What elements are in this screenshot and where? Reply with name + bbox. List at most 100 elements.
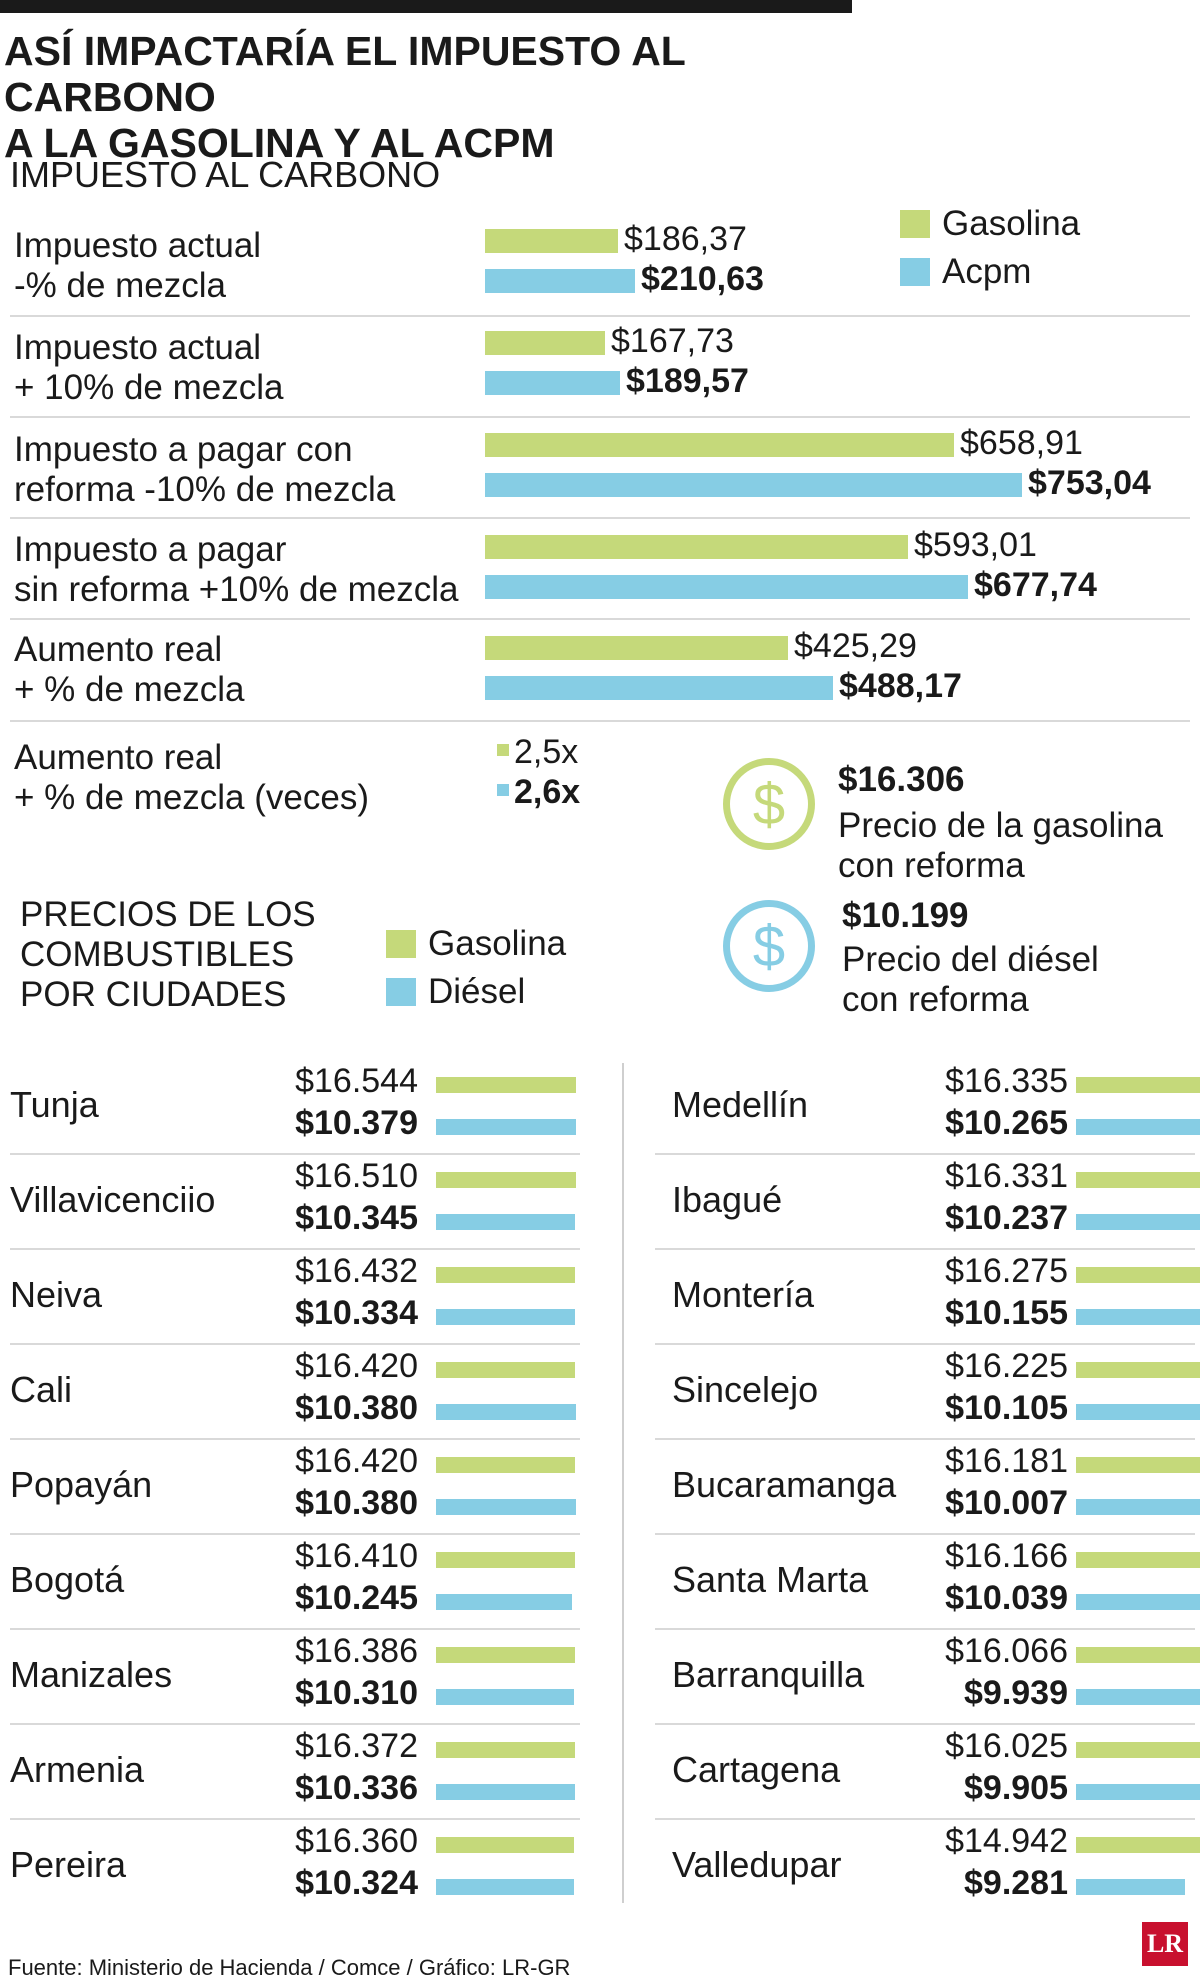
city-gas-bar <box>1076 1837 1200 1853</box>
row-divider <box>10 720 1190 722</box>
bar-acpm <box>485 371 620 395</box>
city-gas-bar <box>436 1457 575 1473</box>
city-name: Bogotá <box>10 1559 125 1600</box>
city-diesel-value: $10.324 <box>295 1864 418 1902</box>
legend-acpm-swatch <box>900 258 930 286</box>
city-gas-bar <box>436 1647 575 1663</box>
city-name: Tunja <box>10 1084 99 1125</box>
price-diesel-value: $10.199 <box>842 896 969 935</box>
city-gas-bar <box>1076 1267 1200 1283</box>
dollar-coin-icon: $ <box>723 758 815 850</box>
city-diesel-value: $9.281 <box>964 1864 1068 1902</box>
city-row-divider <box>655 1628 1195 1630</box>
city-diesel-bar <box>1076 1309 1200 1325</box>
title-line-2: A LA GASOLINA Y AL ACPM <box>4 120 555 166</box>
city-row-divider <box>655 1343 1195 1345</box>
city-diesel-bar <box>1076 1214 1200 1230</box>
city-row-divider <box>655 1723 1195 1725</box>
row-label-line2: + 10% de mezcla <box>14 368 284 407</box>
bar-acpm-label: $210,63 <box>641 260 764 298</box>
lr-logo: LR <box>1142 1922 1188 1966</box>
bar-acpm <box>485 676 833 700</box>
city-diesel-value: $10.334 <box>295 1294 418 1332</box>
legend-diesel-label: Diésel <box>428 972 526 1011</box>
city-row-divider <box>10 1153 580 1155</box>
title-line-1: ASÍ IMPACTARÍA EL IMPUESTO AL CARBONO <box>4 28 686 120</box>
legend-gasolina-swatch <box>900 210 930 238</box>
city-name: Neiva <box>10 1274 103 1315</box>
city-gas-value: $16.544 <box>295 1062 418 1100</box>
city-diesel-value: $10.007 <box>945 1484 1068 1522</box>
city-gas-bar <box>1076 1362 1200 1378</box>
bar-gasolina <box>485 636 788 660</box>
bar-acpm <box>485 575 968 599</box>
city-diesel-bar <box>1076 1499 1200 1515</box>
row-divider <box>10 315 1190 317</box>
city-diesel-bar <box>1076 1879 1185 1895</box>
city-name: Sincelejo <box>672 1369 819 1410</box>
row-divider <box>10 416 1190 418</box>
row-label-veces: Aumento real + % de mezcla (veces) <box>14 738 484 818</box>
city-gas-value: $16.275 <box>945 1252 1068 1290</box>
city-gas-bar <box>1076 1077 1200 1093</box>
city-diesel-bar <box>436 1119 576 1135</box>
city-gas-bar <box>436 1552 575 1568</box>
city-row-divider <box>10 1723 580 1725</box>
city-diesel-value: $10.380 <box>295 1389 418 1427</box>
city-row-divider <box>655 1153 1195 1155</box>
bar-gasolina <box>485 229 618 253</box>
row-label-line2: + % de mezcla (veces) <box>14 778 369 817</box>
city-gas-value: $16.181 <box>945 1442 1068 1480</box>
city-gas-value: $16.432 <box>295 1252 418 1290</box>
city-diesel-bar <box>1076 1404 1200 1420</box>
row-label: Impuesto actual + 10% de mezcla <box>14 328 484 408</box>
city-diesel-bar <box>1076 1784 1200 1800</box>
veces-acpm-value: 2,6x <box>514 773 581 811</box>
city-diesel-value: $10.379 <box>295 1104 418 1142</box>
city-diesel-bar <box>1076 1689 1200 1705</box>
price-diesel-line2: con reforma <box>842 980 1029 1019</box>
bar-acpm-label: $677,74 <box>974 566 1097 604</box>
city-row-divider <box>655 1438 1195 1440</box>
city-row-divider <box>10 1438 580 1440</box>
city-name: Armenia <box>10 1749 145 1790</box>
dollar-coin-icon: $ <box>723 900 815 992</box>
city-diesel-value: $10.336 <box>295 1769 418 1807</box>
row-label: Impuesto actual -% de mezcla <box>14 226 484 306</box>
row-label-line2: reforma -10% de mezcla <box>14 470 396 509</box>
city-gas-value: $16.066 <box>945 1632 1068 1670</box>
row-label-line1: Aumento real <box>14 630 223 669</box>
price-gas-line1: Precio de la gasolina <box>838 806 1163 845</box>
page-title: ASÍ IMPACTARÍA EL IMPUESTO AL CARBONO A … <box>4 28 904 166</box>
city-gas-value: $16.420 <box>295 1442 418 1480</box>
city-gas-value: $16.420 <box>295 1347 418 1385</box>
row-label-line1: Impuesto a pagar con <box>14 430 353 469</box>
city-name: Manizales <box>10 1654 173 1695</box>
section-cities-title: PRECIOS DE LOS COMBUSTIBLES POR CIUDADES <box>20 895 316 1015</box>
city-diesel-value: $10.245 <box>295 1579 418 1617</box>
city-gas-value: $16.025 <box>945 1727 1068 1765</box>
veces-gasolina-swatch <box>497 744 509 756</box>
row-label: Impuesto a pagar con reforma -10% de mez… <box>14 430 484 510</box>
city-gas-value: $16.335 <box>945 1062 1068 1100</box>
city-gas-bar <box>1076 1457 1200 1473</box>
row-label-line1: Impuesto a pagar <box>14 530 287 569</box>
bar-gasolina <box>485 535 908 559</box>
bar-acpm <box>485 473 1022 497</box>
city-gas-bar <box>1076 1552 1200 1568</box>
bar-gasolina-label: $167,73 <box>611 322 734 360</box>
row-divider <box>10 618 1190 620</box>
city-diesel-bar <box>436 1214 575 1230</box>
city-name: Cali <box>10 1369 73 1410</box>
source-note: Fuente: Ministerio de Hacienda / Comce /… <box>8 1955 571 1980</box>
city-diesel-bar <box>1076 1594 1200 1610</box>
city-diesel-value: $9.905 <box>964 1769 1068 1807</box>
veces-gasolina-value: 2,5x <box>514 733 579 771</box>
row-divider <box>10 517 1190 519</box>
bar-gasolina-label: $425,29 <box>794 627 917 665</box>
price-diesel-line1: Precio del diésel <box>842 940 1099 979</box>
city-name: Villavicenciio <box>10 1179 216 1220</box>
city-gas-value: $16.225 <box>945 1347 1068 1385</box>
price-gas-value: $16.306 <box>838 760 965 799</box>
city-diesel-value: $10.237 <box>945 1199 1068 1237</box>
